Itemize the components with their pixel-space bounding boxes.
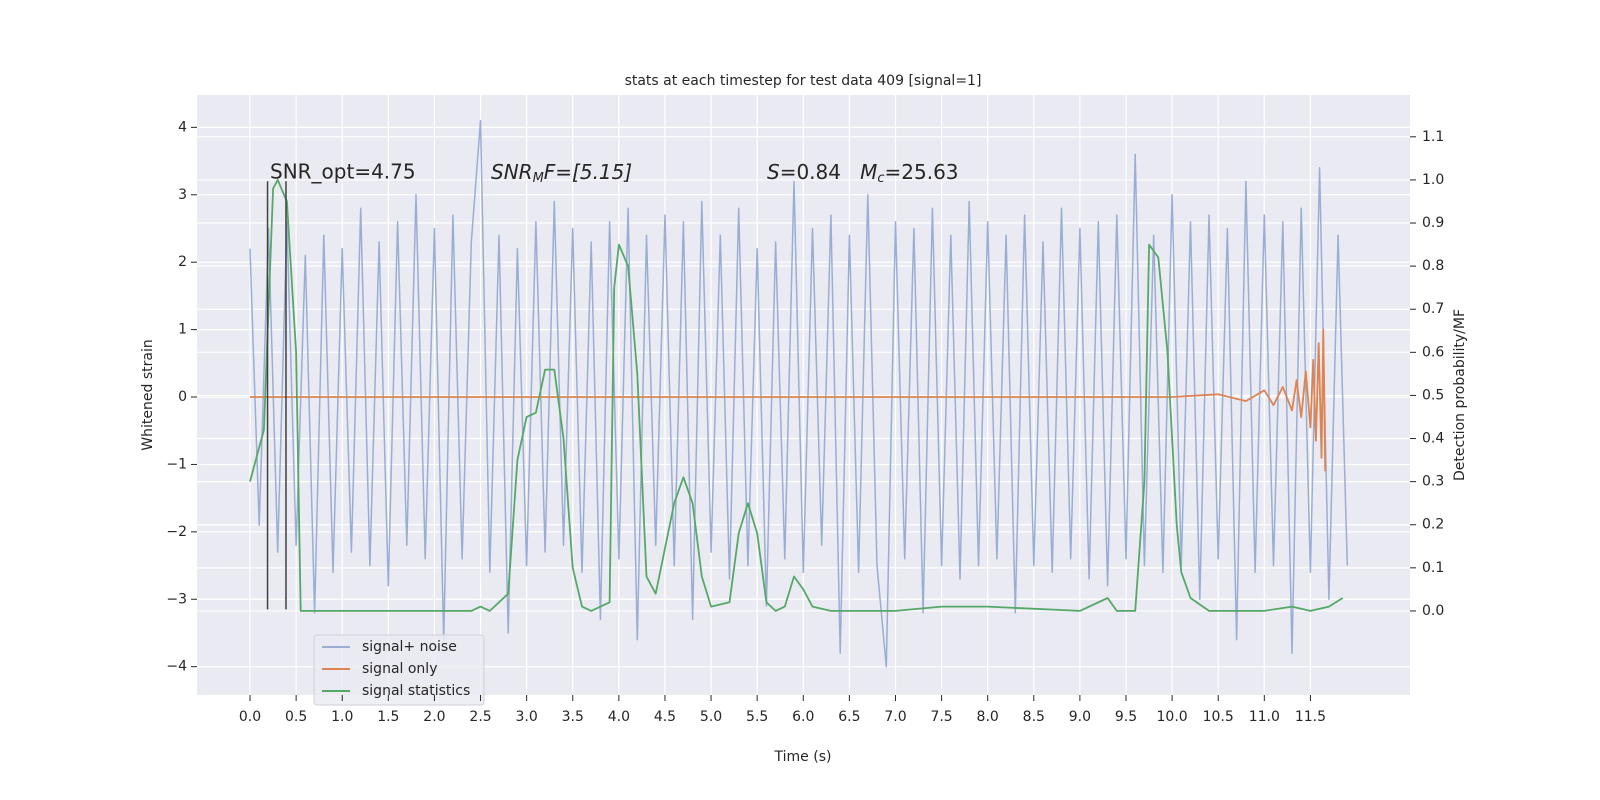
x-tick-label: 1.5 bbox=[377, 709, 399, 725]
y2-tick-label: 1.0 bbox=[1422, 172, 1444, 188]
annotation-part: M bbox=[533, 171, 544, 186]
legend-box bbox=[313, 634, 485, 706]
x-tick-label: 10.5 bbox=[1203, 709, 1234, 725]
x-tick-label: 3.5 bbox=[562, 709, 584, 725]
legend-label: signal statistics bbox=[362, 683, 470, 699]
x-tick-label: 9.5 bbox=[1115, 709, 1137, 725]
annotation-part: F=[5.15] bbox=[544, 160, 632, 184]
series-line bbox=[249, 179, 1344, 612]
y2-tick-label: 1.1 bbox=[1422, 129, 1444, 145]
y-tick-label: −3 bbox=[166, 591, 187, 607]
x-tick-label: 8.5 bbox=[1023, 709, 1045, 725]
annotation-part: S bbox=[767, 160, 780, 184]
y-tick-label: 4 bbox=[178, 119, 187, 135]
annotation: SNR_opt=4.75 bbox=[270, 160, 416, 184]
x-tick-label: 6.5 bbox=[838, 709, 860, 725]
y2-tick-label: 0.5 bbox=[1422, 387, 1444, 403]
annotation: SNRMF=[5.15] bbox=[491, 160, 632, 186]
y2-tick-label: 0.8 bbox=[1422, 258, 1444, 274]
x-tick-label: 5.0 bbox=[700, 709, 722, 725]
legend: signal+ noise signal only signal statistic… bbox=[313, 634, 485, 706]
x-tick-label: 5.5 bbox=[746, 709, 768, 725]
y-tick-label: −1 bbox=[166, 456, 187, 472]
x-tick-label: 6.0 bbox=[792, 709, 814, 725]
y2-tick-label: 0.3 bbox=[1422, 474, 1444, 490]
chart-title: stats at each timestep for test data 409… bbox=[625, 73, 982, 89]
series-line bbox=[249, 119, 1349, 668]
x-tick-label: 9.0 bbox=[1069, 709, 1091, 725]
annotation-part: c bbox=[877, 171, 884, 186]
y2-axis-label: Detection probability/MF bbox=[1452, 309, 1468, 481]
x-tick-label: 4.0 bbox=[608, 709, 630, 725]
legend-label: signal only bbox=[362, 661, 437, 677]
x-tick-label: 0.5 bbox=[285, 709, 307, 725]
y-axis-label: Whitened strain bbox=[140, 339, 156, 450]
y2-tick-label: 0.9 bbox=[1422, 215, 1444, 231]
y-tick-label: 3 bbox=[178, 187, 187, 203]
annotation-part: =25.63 bbox=[885, 160, 959, 184]
x-tick-label: 10.0 bbox=[1157, 709, 1188, 725]
y2-tick-label: 0.6 bbox=[1422, 344, 1444, 360]
annotation-part: SNR bbox=[491, 160, 533, 184]
x-tick-label: 7.5 bbox=[930, 709, 952, 725]
y2-tick-label: 0.0 bbox=[1422, 603, 1444, 619]
y2-tick-label: 0.1 bbox=[1422, 560, 1444, 576]
x-tick-label: 2.5 bbox=[469, 709, 491, 725]
x-tick-label: 11.0 bbox=[1249, 709, 1280, 725]
y2-tick-label: 0.2 bbox=[1422, 517, 1444, 533]
x-tick-label: 4.5 bbox=[654, 709, 676, 725]
x-tick-label: 0.0 bbox=[239, 709, 261, 725]
annotation-part: =0.84 bbox=[780, 160, 860, 184]
x-axis-label: Time (s) bbox=[774, 749, 832, 765]
x-tick-label: 8.0 bbox=[977, 709, 999, 725]
marks bbox=[249, 119, 1349, 668]
y2-tick-label: 0.7 bbox=[1422, 301, 1444, 317]
series-line bbox=[250, 328, 1327, 472]
legend-label: signal+ noise bbox=[362, 639, 457, 655]
y-tick-label: 0 bbox=[178, 389, 187, 405]
x-tick-label: 11.5 bbox=[1295, 709, 1326, 725]
x-tick-label: 7.0 bbox=[884, 709, 906, 725]
annotation: S=0.84 Mc=25.63 bbox=[767, 160, 959, 186]
x-tick-label: 2.0 bbox=[423, 709, 445, 725]
y-tick-label: −2 bbox=[166, 524, 187, 540]
y-tick-label: 2 bbox=[178, 254, 187, 270]
x-tick-label: 3.0 bbox=[516, 709, 538, 725]
y-tick-label: 1 bbox=[178, 322, 187, 338]
annotation-part: M bbox=[860, 160, 877, 184]
y-tick-label: −4 bbox=[166, 659, 187, 675]
y2-tick-label: 0.4 bbox=[1422, 431, 1444, 447]
x-tick-label: 1.0 bbox=[331, 709, 353, 725]
